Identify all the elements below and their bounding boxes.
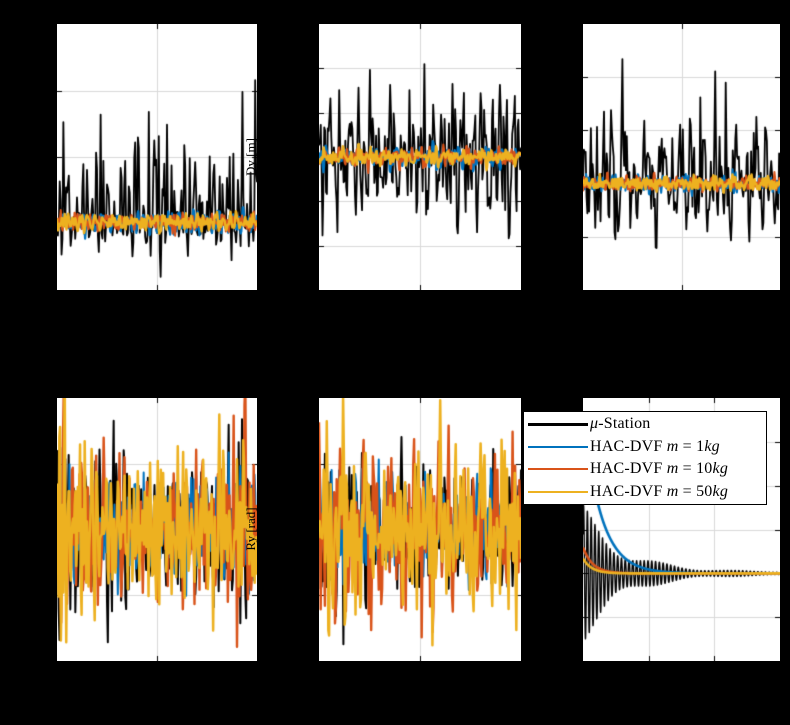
subplot-r1c1-canvas — [57, 24, 257, 290]
y-axis-label-dy: Dy [m] — [243, 138, 258, 176]
legend: μ-Station HAC-DVF m = 1kg HAC-DVF m = 10kg… — [523, 411, 767, 505]
legend-item: μ-Station — [528, 413, 766, 435]
y-axis-label-ry: Ry [rad] — [243, 507, 258, 551]
subplot-r1c3-canvas — [583, 24, 780, 290]
legend-item-label: HAC-DVF m = 10kg — [590, 460, 729, 478]
legend-item: HAC-DVF m = 50kg — [528, 481, 766, 503]
legend-item: HAC-DVF m = 1kg — [528, 436, 766, 458]
subplot-r1c2-canvas — [319, 24, 521, 290]
subplot-r2c1 — [57, 398, 257, 661]
legend-line-sample — [528, 468, 588, 471]
legend-item-label: HAC-DVF m = 50kg — [590, 482, 729, 500]
legend-line-sample — [528, 445, 588, 448]
subplot-r2c2-canvas — [319, 398, 521, 661]
legend-line-sample — [528, 422, 588, 426]
legend-item-label: HAC-DVF m = 1kg — [590, 437, 720, 455]
subplot-r2c1-canvas — [57, 398, 257, 661]
subplot-r1c3 — [583, 24, 780, 290]
legend-line-sample — [528, 490, 588, 493]
legend-item-label: μ-Station — [590, 415, 651, 433]
subplot-r1c1 — [57, 24, 257, 290]
subplot-r2c2 — [319, 398, 521, 661]
legend-item: HAC-DVF m = 10kg — [528, 458, 766, 480]
subplot-r1c2 — [319, 24, 521, 290]
